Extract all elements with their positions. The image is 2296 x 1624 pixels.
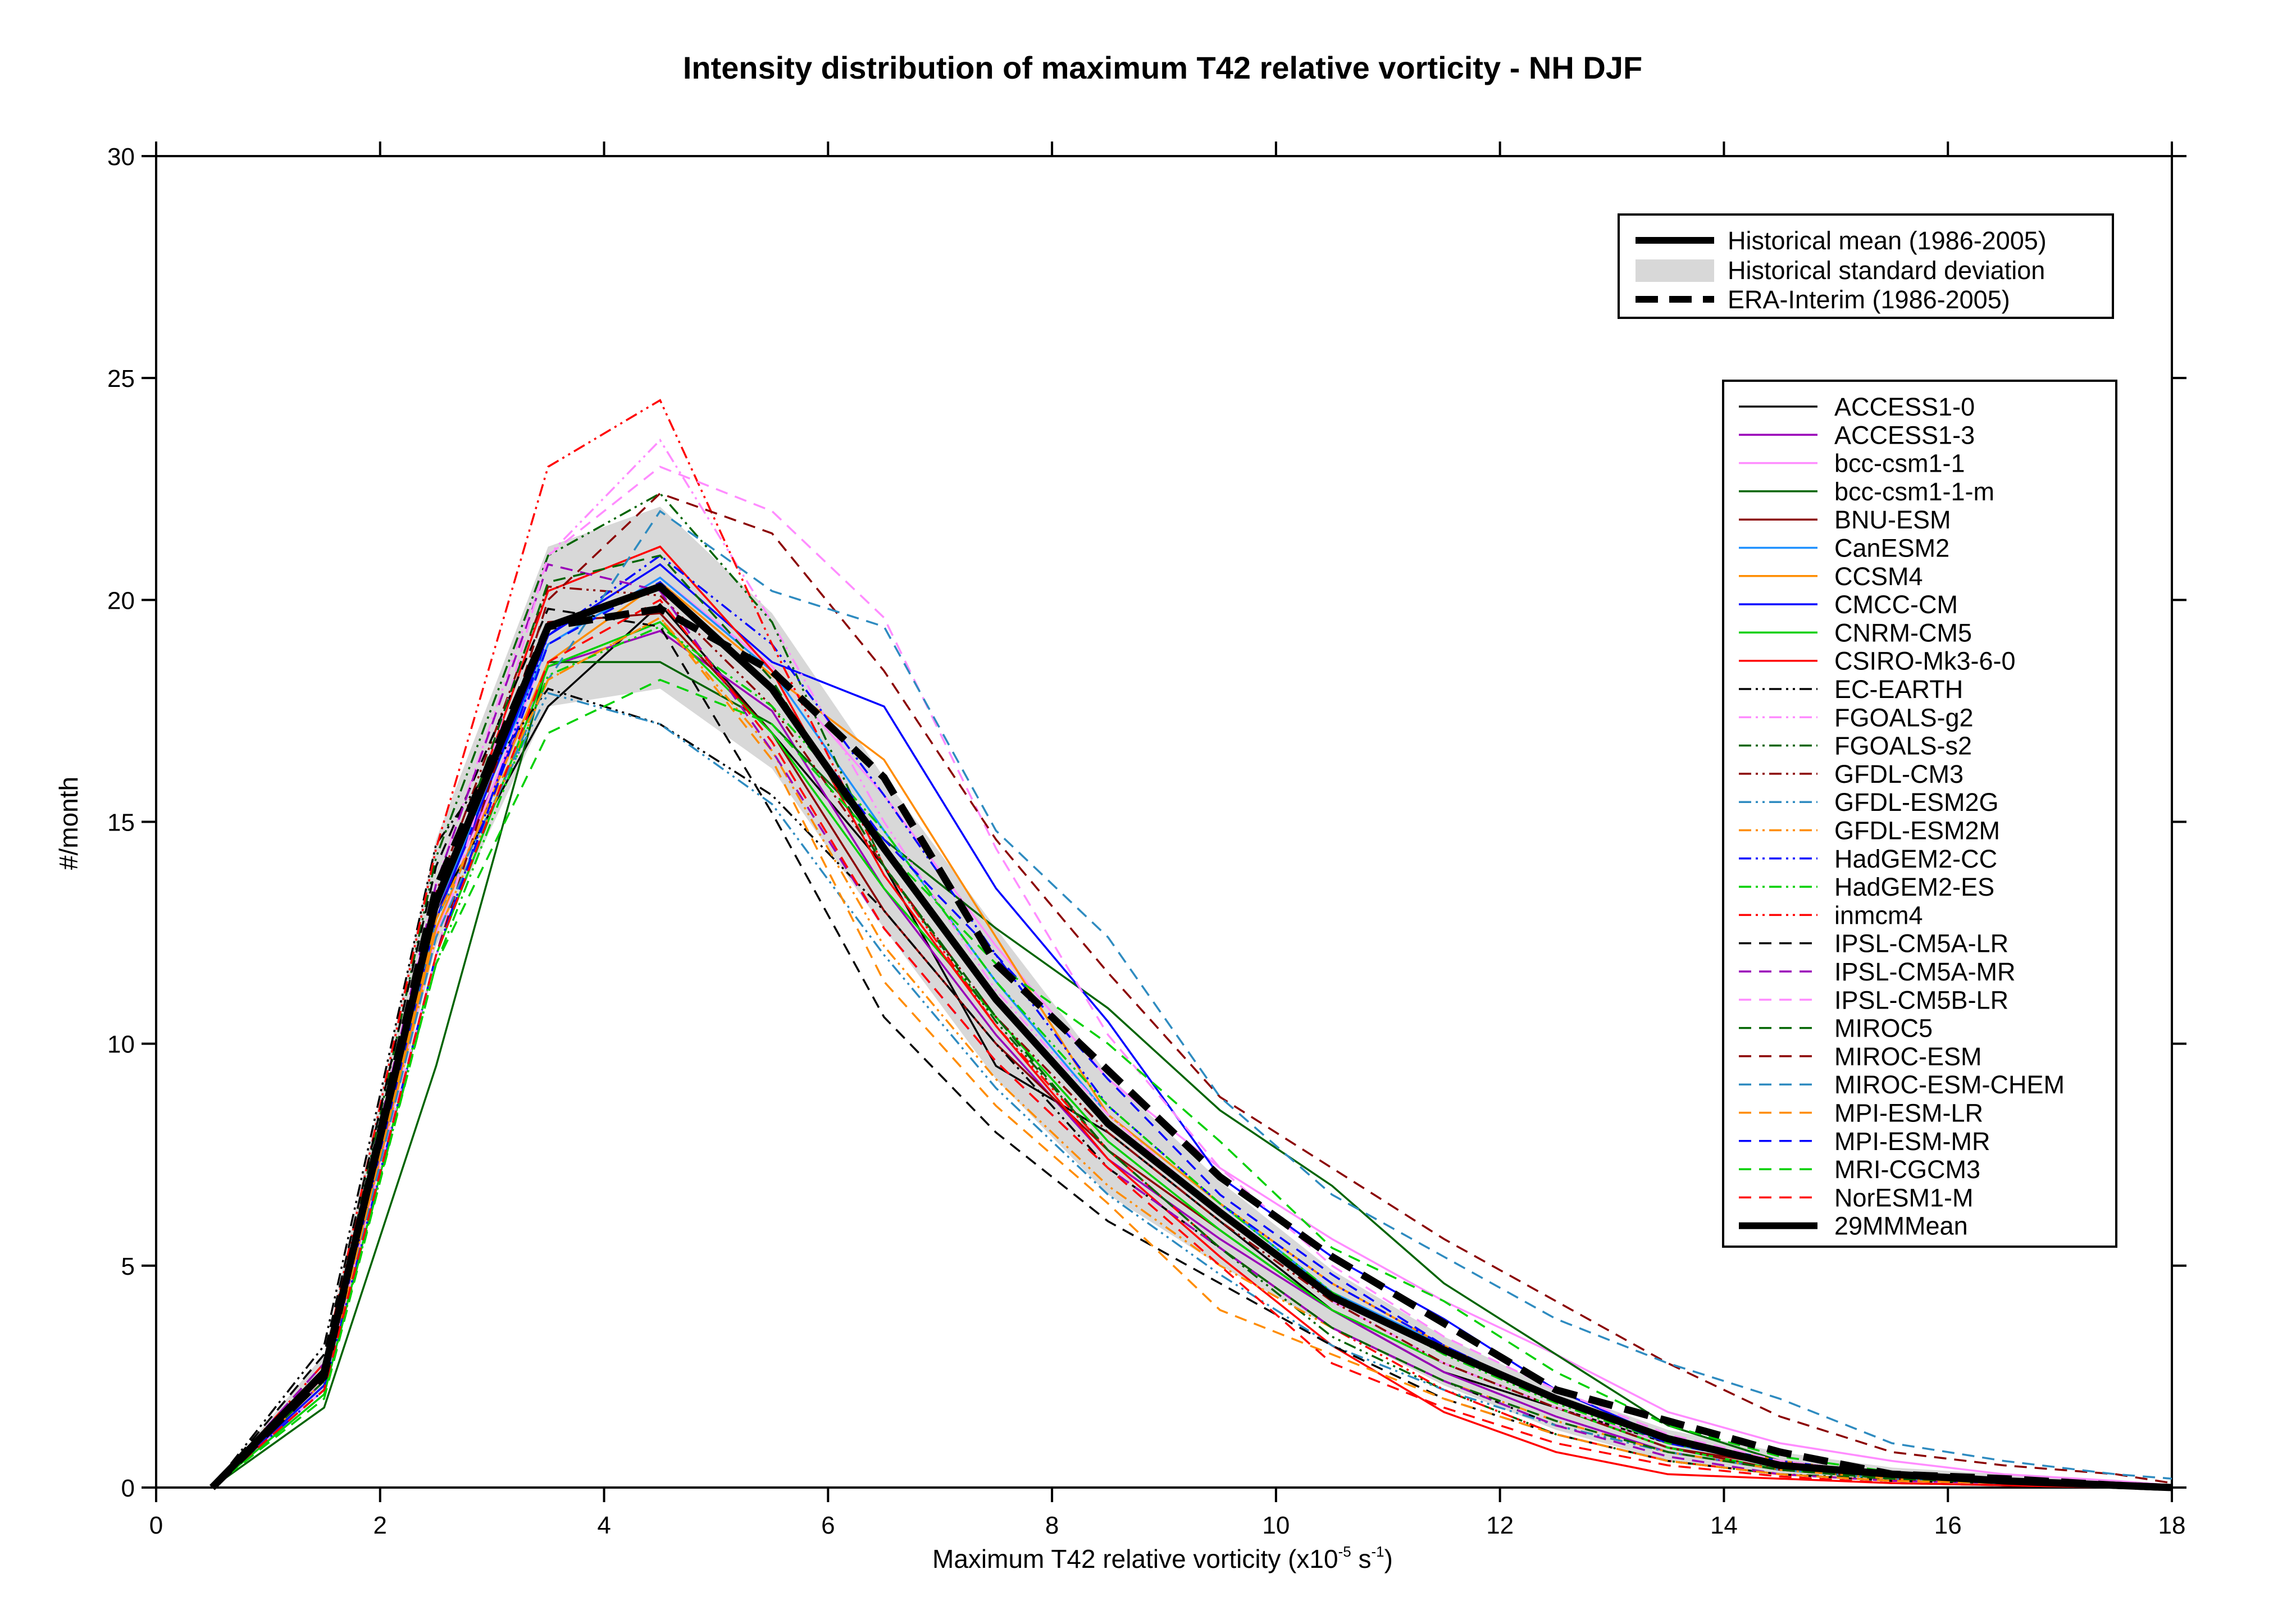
legend-label-std: Historical standard deviation [1728,256,2045,285]
legend-label-inmcm4: inmcm4 [1834,901,1923,929]
y-tick-label: 5 [121,1253,135,1280]
model-legend: ACCESS1-0ACCESS1-3bcc-csm1-1bcc-csm1-1-m… [1722,380,2117,1248]
x-tick-label: 18 [2158,1512,2186,1539]
model-legend-items: ACCESS1-0ACCESS1-3bcc-csm1-1bcc-csm1-1-m… [1739,393,2065,1240]
y-tick-labels: 0 5 10 15 20 25 30 [107,143,135,1502]
x-tick-label: 0 [149,1512,163,1539]
legend-label-bnu-esm: BNU-ESM [1834,505,1951,534]
x-tick-label: 12 [1486,1512,1514,1539]
legend-label-ipsl-cm5a-lr: IPSL-CM5A-LR [1834,929,2008,958]
legend-label-miroc5: MIROC5 [1834,1014,1933,1043]
legend-label-csiro-mk3-6-0: CSIRO-Mk3-6-0 [1834,647,2016,676]
y-tick-label: 15 [107,809,135,837]
x-axis-label-main: Maximum T42 relative vorticity (x10 [932,1544,1338,1573]
legend-label-cnrm-cm5: CNRM-CM5 [1834,618,1972,647]
main-lines-layer [209,583,2172,1491]
x-axis-label-mid: s [1351,1544,1372,1573]
mm-mean-line [209,583,2172,1491]
x-axis-label-end: ) [1384,1544,1393,1573]
series-line-miroc5 [211,554,2172,1489]
legend-label-fgoals-s2: FGOALS-s2 [1834,732,1972,760]
series-line-miroc-esm [211,492,2172,1489]
legend-label-noresm1-m: NorESM1-M [1834,1183,1974,1212]
legend-label-gfdl-esm2m: GFDL-ESM2M [1834,816,2000,845]
x-tick-label: 4 [597,1512,611,1539]
legend-label-mpi-esm-lr: MPI-ESM-LR [1834,1099,1983,1128]
y-tick-label: 10 [107,1031,135,1059]
series-line-gfdl-esm2m [211,616,2172,1489]
legend-label-canesm2: CanESM2 [1834,534,1949,563]
legend-label-gfdl-esm2g: GFDL-ESM2G [1834,788,1999,816]
legend-label-mri-cgcm3: MRI-CGCM3 [1834,1155,1980,1184]
legend-label-mpi-esm-mr: MPI-ESM-MR [1834,1127,1990,1156]
legend-label-fgoals-g2: FGOALS-g2 [1834,703,1974,732]
legend-label-cmcc-cm: CMCC-CM [1834,590,1958,619]
x-axis-label-exponent-1: -5 [1338,1543,1351,1560]
legend-label-ipsl-cm5a-mr: IPSL-CM5A-MR [1834,957,2016,986]
x-tick-label: 6 [821,1512,835,1539]
x-axis-label: Maximum T42 relative vorticity (x10-5 s-… [932,1543,1393,1573]
y-tick-label: 30 [107,143,135,171]
legend-label-access1-3: ACCESS1-3 [1834,421,1975,449]
y-tick-label: 25 [107,365,135,393]
y-axis-label: #/month [54,777,83,870]
legend-label-29mmmean: 29MMMean [1834,1212,1968,1240]
legend-label-miroc-esm-chem: MIROC-ESM-CHEM [1834,1070,2065,1099]
x-tick-label: 10 [1262,1512,1290,1539]
legend-label-bcc-csm1-1: bcc-csm1-1 [1834,449,1965,478]
legend-label-miroc-esm: MIROC-ESM [1834,1042,1982,1071]
series-line-ipsl-cm5a-mr [211,563,2172,1489]
y-tick-label: 20 [107,587,135,614]
series-line-noresm1-m [211,599,2172,1489]
x-axis-label-exponent-2: -1 [1372,1543,1384,1560]
series-line-hadgem2-es [211,625,2172,1489]
plot-area [155,155,2173,1491]
legend-label-ec-earth: EC-EARTH [1834,675,1963,704]
legend-label-ipsl-cm5b-lr: IPSL-CM5B-LR [1834,986,2008,1014]
legend-label-hadgem2-es: HadGEM2-ES [1834,873,1994,901]
x-tick-label: 8 [1045,1512,1059,1539]
legend-label-era-interim: ERA-Interim (1986-2005) [1728,285,2010,314]
legend-label-historical-mean: Historical mean (1986-2005) [1728,226,2047,255]
x-tick-label: 16 [1934,1512,1962,1539]
legend-label-access1-0: ACCESS1-0 [1834,393,1975,421]
x-tick-label: 2 [373,1512,387,1539]
chart-title: Intensity distribution of maximum T42 re… [683,50,1642,85]
x-tick-label: 14 [1710,1512,1738,1539]
legend-label-bcc-csm1-1-m: bcc-csm1-1-m [1834,477,1994,506]
legend-label-ccsm4: CCSM4 [1834,562,1923,591]
legend-label-gfdl-cm3: GFDL-CM3 [1834,760,1964,788]
legend-label-hadgem2-cc: HadGEM2-CC [1834,845,1997,873]
legend-swatch-std [1636,259,1714,282]
series-line-ipsl-cm5a-lr [211,608,2172,1489]
model-legend-box [1722,380,2117,1248]
axis-ticks [142,142,2186,1502]
y-tick-label: 0 [121,1475,135,1502]
series-line-gfdl-cm3 [211,585,2172,1489]
x-tick-labels: 0 2 4 6 8 10 12 14 16 18 [149,1512,2186,1539]
series-line-mpi-esm-lr [211,616,2172,1489]
top-legend: Historical mean (1986-2005) Historical s… [1618,213,2114,319]
